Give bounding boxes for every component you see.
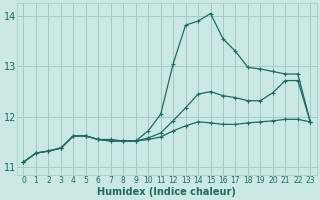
X-axis label: Humidex (Indice chaleur): Humidex (Indice chaleur) bbox=[98, 187, 236, 197]
